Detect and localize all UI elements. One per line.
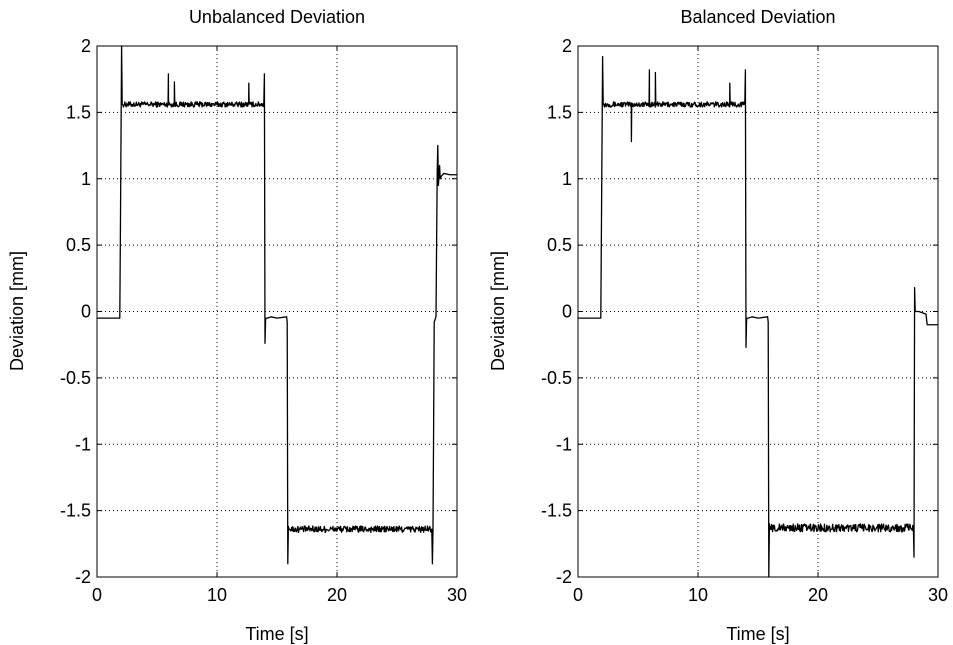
y-tick-label: 0.5 [547, 235, 572, 255]
y-tick-label: 2 [562, 36, 572, 56]
x-tick-label: 20 [808, 585, 828, 605]
x-tick-label: 10 [688, 585, 708, 605]
x-tick-label: 20 [327, 585, 347, 605]
y-tick-label: 1 [81, 169, 91, 189]
y-axis-label: Deviation [mm] [488, 251, 508, 371]
y-tick-label: 0 [562, 302, 572, 322]
x-tick-label: 30 [447, 585, 467, 605]
ticks: 0 10 20 30 2 1.5 1 0.5 0 -0.5 -1 -1.5 -2 [541, 36, 948, 605]
y-tick-label: 0 [81, 302, 91, 322]
y-tick-label: 0.5 [66, 235, 91, 255]
x-tick-label: 0 [92, 585, 102, 605]
x-tick-label: 10 [207, 585, 227, 605]
x-axis-label: Time [s] [726, 624, 789, 644]
chart-balanced-deviation: Balanced Deviation Deviation [mm] Time [… [488, 7, 948, 644]
data-line [578, 55, 938, 578]
y-tick-label: 2 [81, 36, 91, 56]
chart-title: Unbalanced Deviation [189, 7, 365, 27]
series-line [578, 55, 938, 578]
data-line [97, 45, 457, 565]
y-tick-label: -1 [556, 434, 572, 454]
y-tick-label: -1.5 [541, 501, 572, 521]
y-tick-label: -2 [75, 567, 91, 587]
y-axis-label: Deviation [mm] [7, 251, 27, 371]
y-tick-label: -1.5 [60, 501, 91, 521]
grid [97, 46, 457, 577]
y-tick-label: 1.5 [66, 102, 91, 122]
y-tick-label: 1.5 [547, 102, 572, 122]
y-tick-label: -0.5 [541, 368, 572, 388]
x-axis-label: Time [s] [245, 624, 308, 644]
chart-unbalanced-deviation: Unbalanced Deviation Deviation [mm] Time… [7, 7, 467, 644]
x-tick-label: 0 [573, 585, 583, 605]
y-tick-label: -0.5 [60, 368, 91, 388]
y-tick-label: -2 [556, 567, 572, 587]
ticks: 0 10 20 30 2 1.5 1 0.5 0 -0.5 -1 -1.5 -2 [60, 36, 467, 605]
y-tick-label: -1 [75, 434, 91, 454]
x-tick-label: 30 [928, 585, 948, 605]
y-tick-label: 1 [562, 169, 572, 189]
series-line [97, 45, 457, 565]
chart-title: Balanced Deviation [680, 7, 835, 27]
grid [578, 46, 938, 577]
